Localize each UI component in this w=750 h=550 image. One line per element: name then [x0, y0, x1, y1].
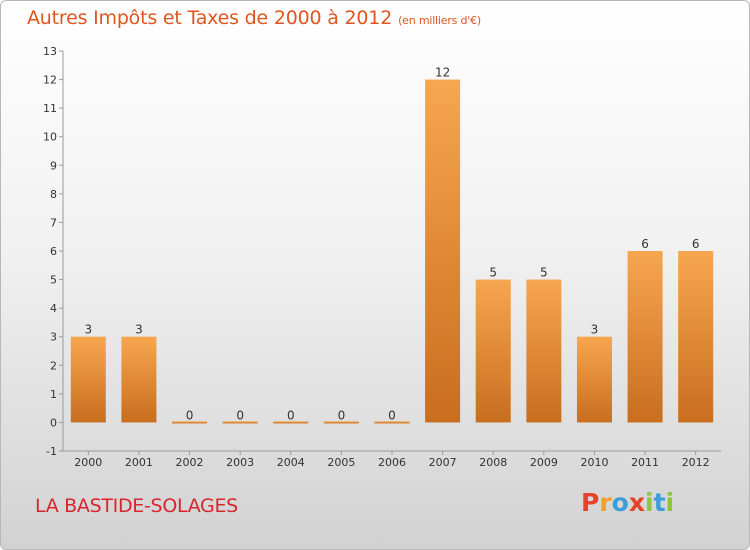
data-label: 12	[435, 66, 450, 80]
bar-2008	[475, 279, 511, 423]
logo-letter: x	[628, 488, 645, 517]
proxiti-logo: Proxiti	[581, 488, 674, 517]
chart-unit: (en milliers d'€)	[398, 14, 481, 27]
x-tick-label: 2006	[378, 456, 406, 469]
x-tick-label: 2011	[631, 456, 659, 469]
data-label: 0	[236, 408, 244, 422]
data-label: 5	[540, 266, 548, 280]
y-tick-label: 7	[50, 216, 57, 229]
data-label: 3	[591, 323, 599, 337]
x-tick-label: 2010	[580, 456, 608, 469]
bar-2002	[172, 421, 208, 424]
x-tick-label: 2004	[277, 456, 305, 469]
x-tick-label: 2001	[125, 456, 153, 469]
logo-letter: P	[581, 488, 600, 517]
y-tick-label: 9	[50, 159, 57, 172]
logo-letter: r	[599, 488, 612, 517]
logo-letter: i	[645, 488, 654, 517]
y-tick-label: 4	[50, 302, 57, 315]
data-label: 6	[692, 237, 700, 251]
bar-2006	[374, 421, 410, 424]
chart-title: Autres Impôts et Taxes de 2000 à 2012 (en…	[27, 7, 481, 29]
y-tick-label: -1	[46, 445, 57, 458]
x-tick-label: 2007	[429, 456, 457, 469]
data-label: 3	[135, 323, 143, 337]
bar-2005	[323, 421, 359, 424]
y-tick-label: 5	[50, 274, 57, 287]
data-label: 0	[338, 408, 346, 422]
bar-2007	[425, 79, 461, 423]
y-tick-label: 2	[50, 359, 57, 372]
bar-2004	[273, 421, 309, 424]
y-tick-label: 1	[50, 388, 57, 401]
chart-title-text: Autres Impôts et Taxes de 2000 à 2012	[27, 7, 393, 29]
x-tick-label: 2002	[176, 456, 204, 469]
y-tick-label: 12	[43, 74, 57, 87]
data-label: 0	[287, 408, 295, 422]
x-tick-label: 2003	[226, 456, 254, 469]
x-tick-label: 2009	[530, 456, 558, 469]
x-tick-label: 2000	[74, 456, 102, 469]
logo-letter: i	[665, 488, 675, 517]
y-tick-label: 11	[43, 102, 57, 115]
y-tick-label: 6	[50, 245, 57, 258]
y-tick-label: 3	[50, 331, 57, 344]
data-label: 0	[186, 408, 194, 422]
data-label: 3	[84, 323, 92, 337]
x-tick-label: 2005	[327, 456, 355, 469]
y-tick-label: 0	[50, 416, 57, 429]
y-tick-label: 13	[43, 45, 57, 58]
x-tick-label: 2008	[479, 456, 507, 469]
bar-2001	[121, 336, 157, 423]
bar-2003	[222, 421, 258, 424]
logo-letter: t	[653, 488, 666, 517]
x-tick-label: 2012	[682, 456, 710, 469]
bar-2010	[576, 336, 612, 423]
bar-2012	[678, 251, 714, 423]
commune-name: LA BASTIDE-SOLAGES	[35, 495, 238, 517]
y-tick-label: 10	[43, 131, 57, 144]
data-label: 6	[641, 237, 649, 251]
y-tick-label: 8	[50, 188, 57, 201]
data-label: 0	[388, 408, 396, 422]
data-label: 5	[489, 266, 497, 280]
bar-2000	[70, 336, 106, 423]
bar-2011	[627, 251, 663, 423]
logo-letter: o	[611, 488, 629, 517]
bar-2009	[526, 279, 562, 423]
